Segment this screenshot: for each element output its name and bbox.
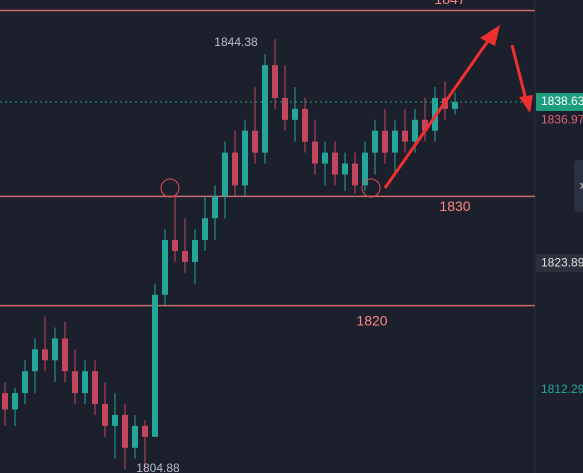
candle-body (402, 130, 408, 142)
candle-body (172, 240, 178, 251)
candle-body (362, 152, 368, 186)
candle-body (32, 349, 38, 372)
side-button[interactable] (574, 160, 583, 212)
candle-body (122, 414, 128, 448)
candle-body (212, 196, 218, 219)
price-label: 1836.97 (541, 112, 583, 126)
level-label: 1820 (356, 312, 387, 328)
candle-body (282, 97, 288, 120)
candle-body (392, 130, 398, 153)
candle-body (12, 393, 18, 410)
price-label: 1812.29 (541, 382, 583, 396)
candle-body (332, 152, 338, 175)
candle-body (312, 141, 318, 164)
candle-body (252, 130, 258, 153)
high-marker: 1844.38 (214, 35, 258, 49)
candle-body (52, 338, 58, 361)
candle-body (372, 130, 378, 153)
candle-body (182, 250, 188, 262)
candle-body (162, 240, 168, 295)
candle-body (72, 371, 78, 394)
arrow-head (519, 95, 533, 113)
candle-body (62, 338, 68, 372)
candle-body (382, 130, 388, 153)
candle-body (222, 152, 228, 197)
candle-body (2, 393, 8, 410)
candle-body (322, 152, 328, 164)
candle-body (342, 163, 348, 175)
candle-body (22, 371, 28, 394)
candle-body (152, 294, 158, 437)
level-label: 1830 (439, 198, 470, 214)
annotations: × (160, 25, 583, 212)
price-label: 1823.89 (541, 255, 583, 269)
arrow-head (480, 25, 500, 46)
candle-body (262, 65, 268, 153)
arrow-down (510, 44, 528, 101)
candle-body (412, 119, 418, 142)
candle-body (452, 101, 458, 109)
candle-body (142, 425, 148, 437)
price-label: 1838.63 (541, 94, 583, 108)
close-icon[interactable]: × (579, 178, 583, 194)
candle-body (202, 218, 208, 241)
candle-body (232, 152, 238, 186)
arrow-up (383, 37, 492, 189)
candle-body (422, 119, 428, 131)
candle-body (92, 371, 98, 405)
candle-body (132, 425, 138, 448)
candle-body (82, 371, 88, 394)
candle-body (242, 130, 248, 186)
candle-body (302, 108, 308, 142)
price-label-bg (536, 92, 583, 111)
candle-body (42, 349, 48, 361)
circle-marker (361, 178, 381, 198)
candle-body (102, 404, 108, 426)
candle-body (192, 240, 198, 262)
candle-body (352, 163, 358, 186)
candle-body (112, 414, 118, 426)
candle-body (272, 65, 278, 98)
price-label-bg (536, 254, 583, 273)
level-label: 1847 (434, 0, 465, 7)
candle-body (292, 108, 298, 120)
low-marker: 1804.88 (136, 461, 180, 473)
circle-marker (160, 178, 180, 198)
